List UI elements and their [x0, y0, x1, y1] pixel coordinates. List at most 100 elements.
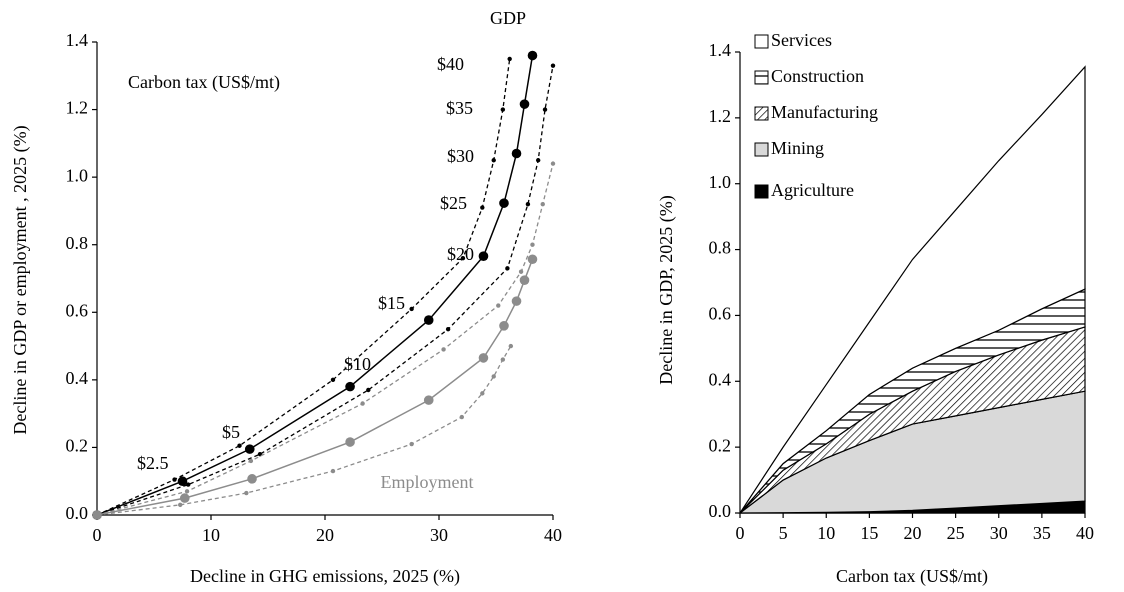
- annotation: $25: [440, 193, 467, 213]
- x-tick-label: 30: [430, 525, 448, 545]
- data-point: [507, 56, 512, 62]
- data-point: [499, 321, 509, 331]
- legend-label: Construction: [771, 66, 864, 86]
- x-axis-title: Carbon tax (US$/mt): [836, 566, 988, 587]
- annotation: $2.5: [137, 453, 169, 473]
- annotation: $40: [437, 54, 464, 74]
- data-point: [248, 458, 254, 464]
- annotation: $30: [447, 146, 474, 166]
- data-point: [423, 315, 434, 325]
- series-line: [96, 258, 534, 516]
- x-axis-title: Decline in GHG emissions, 2025 (%): [190, 566, 460, 587]
- x-tick-label: 10: [202, 525, 220, 545]
- legend-label: Agriculture: [771, 180, 854, 200]
- y-tick-label: 1.4: [709, 40, 732, 60]
- y-tick-label: 0.0: [709, 501, 732, 521]
- data-point: [500, 107, 506, 112]
- data-point: [178, 502, 183, 508]
- y-tick-label: 0.8: [709, 238, 732, 258]
- data-point: [172, 477, 177, 482]
- y-axis-title: Decline in GDP, 2025 (%): [656, 195, 677, 384]
- y-tick-label: 1.0: [66, 165, 89, 185]
- series-line: [96, 345, 512, 516]
- data-point: [519, 275, 530, 285]
- x-tick-label: 5: [779, 523, 788, 543]
- series-line: [96, 163, 554, 516]
- legend-label: Mining: [771, 138, 824, 158]
- data-point: [179, 493, 190, 503]
- data-point: [500, 357, 506, 362]
- annotation: $5: [222, 422, 240, 442]
- data-point: [237, 443, 242, 448]
- data-point: [542, 107, 548, 112]
- data-point: [496, 303, 501, 308]
- data-point: [184, 489, 190, 494]
- data-point: [540, 201, 545, 207]
- data-point: [94, 512, 100, 518]
- data-point: [460, 256, 466, 261]
- data-point: [478, 251, 489, 262]
- data-point: [244, 444, 255, 454]
- data-point: [478, 353, 489, 363]
- data-point: [330, 468, 336, 474]
- y-tick-label: 1.4: [66, 30, 89, 50]
- legend-swatch: [754, 34, 769, 49]
- data-point: [519, 99, 530, 109]
- legend-swatch: [754, 106, 769, 121]
- y-tick-label: 0.4: [709, 369, 732, 389]
- annotation: $20: [447, 244, 474, 264]
- x-tick-label: 0: [93, 525, 102, 545]
- data-point: [177, 476, 188, 487]
- data-point: [441, 347, 446, 352]
- y-tick-label: 0.8: [66, 233, 89, 253]
- y-tick-label: 0.2: [66, 436, 89, 456]
- data-point: [518, 269, 524, 274]
- data-point: [527, 254, 538, 265]
- annotation: $35: [446, 98, 473, 118]
- data-point: [247, 474, 257, 484]
- legend-label: Manufacturing: [771, 102, 878, 122]
- data-point: [505, 266, 510, 271]
- series-line: [96, 58, 511, 516]
- x-tick-label: 15: [860, 523, 878, 543]
- area: [739, 65, 1086, 514]
- legend-swatch: [754, 142, 769, 157]
- x-tick-label: 10: [817, 523, 835, 543]
- data-point: [445, 326, 451, 332]
- data-point: [525, 201, 531, 207]
- y-tick-label: 0.6: [66, 300, 89, 320]
- data-point: [480, 205, 485, 210]
- data-point: [491, 374, 496, 379]
- data-point: [527, 50, 538, 61]
- legend-swatch: [754, 184, 769, 199]
- x-tick-label: 20: [316, 525, 334, 545]
- data-point: [360, 401, 365, 406]
- data-point: [186, 482, 191, 487]
- data-point: [345, 437, 355, 447]
- annotation: Carbon tax (US$/mt): [128, 72, 280, 93]
- annotation: $15: [378, 293, 405, 313]
- data-point: [511, 296, 522, 306]
- data-point: [244, 490, 249, 496]
- x-tick-label: 40: [544, 525, 562, 545]
- y-tick-label: 0.6: [709, 304, 732, 324]
- data-point: [480, 391, 485, 396]
- data-point: [459, 414, 464, 420]
- y-axis-title: Decline in GDP or employment , 2025 (%): [10, 125, 31, 434]
- x-tick-label: 40: [1076, 523, 1094, 543]
- data-point: [511, 148, 522, 159]
- y-tick-label: 1.2: [66, 98, 89, 118]
- data-point: [366, 387, 371, 393]
- annotation: $10: [344, 354, 371, 374]
- y-tick-label: 0.4: [66, 368, 89, 388]
- data-point: [491, 158, 496, 163]
- data-point: [409, 441, 414, 447]
- y-tick-label: 1.2: [709, 106, 732, 126]
- data-point: [330, 377, 336, 383]
- y-tick-label: 1.0: [709, 172, 732, 192]
- data-point: [530, 242, 535, 247]
- x-tick-label: 35: [1033, 523, 1051, 543]
- x-tick-label: 25: [947, 523, 965, 543]
